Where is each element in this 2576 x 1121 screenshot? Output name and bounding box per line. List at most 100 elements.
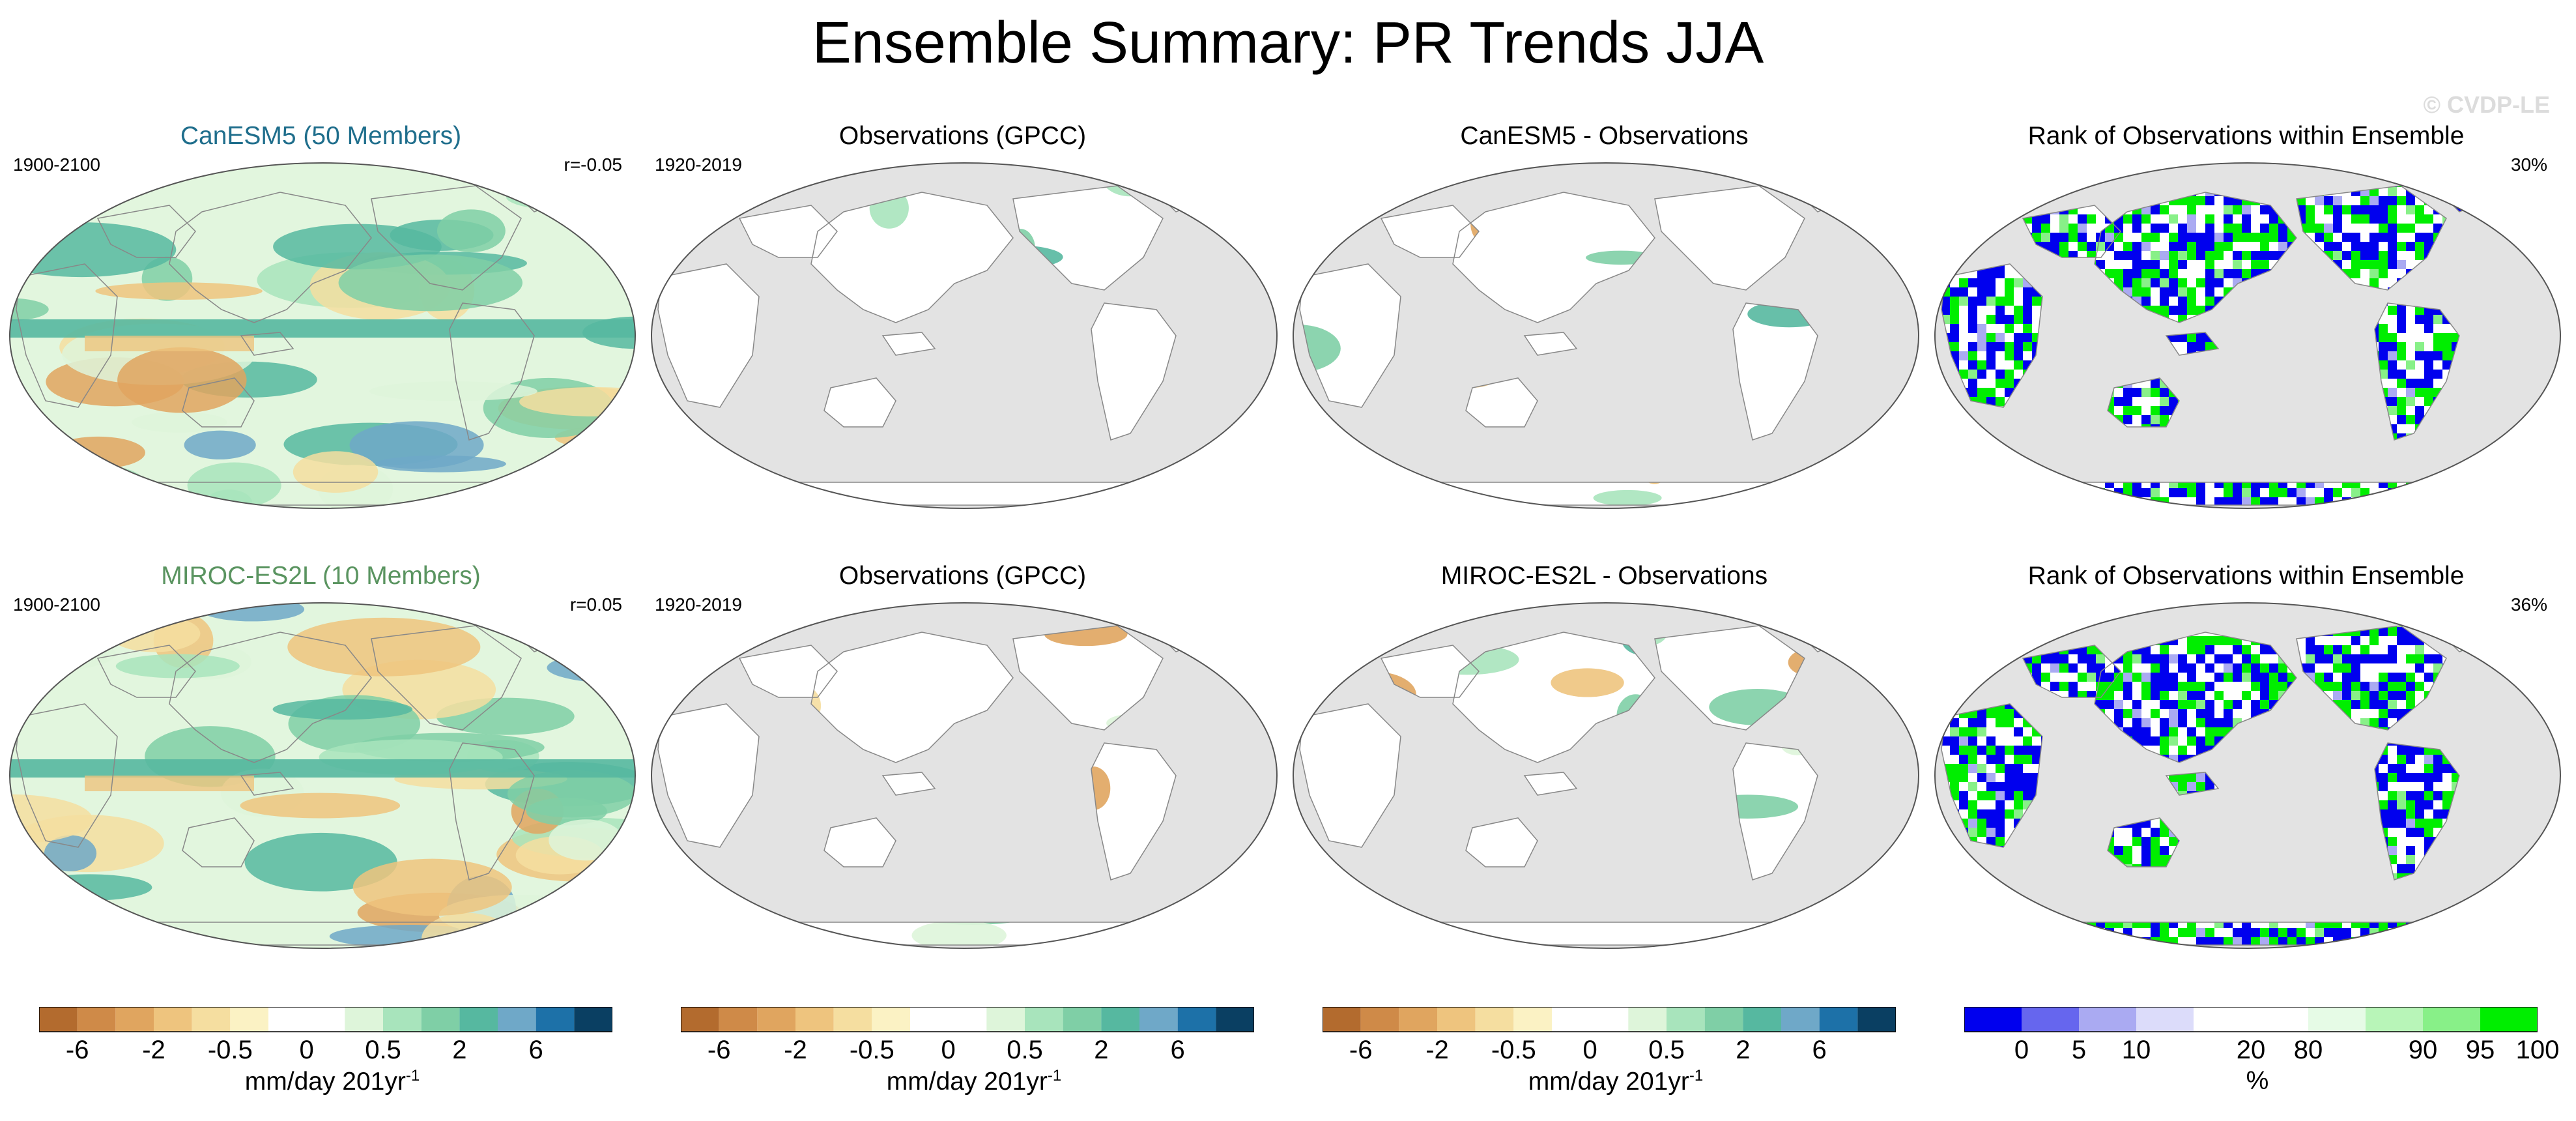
colorbar-tick-label: -2 xyxy=(142,1036,165,1065)
colorbar-swatch xyxy=(1667,1007,1705,1032)
colorbar-swatch xyxy=(2136,1007,2194,1032)
colorbar-swatch xyxy=(1628,1007,1667,1032)
colorbar-swatch xyxy=(1964,1007,2022,1032)
colorbar-tick-label: 0.5 xyxy=(365,1036,401,1065)
map-panel: CanESM5 - Observations xyxy=(1283,121,1925,551)
colorbar-swatch xyxy=(910,1007,949,1032)
colorbar-swatch xyxy=(1513,1007,1552,1032)
map-panel: CanESM5 (50 Members) 1900-2100 r=-0.05 xyxy=(0,121,642,551)
colorbar-tick-label: 0.5 xyxy=(1648,1036,1685,1065)
panel-title: Rank of Observations within Ensemble xyxy=(1925,560,2567,592)
colorbar-swatch xyxy=(574,1007,612,1032)
colorbar-tick-label: 80 xyxy=(2294,1036,2323,1065)
panel-title: Observations (GPCC) xyxy=(642,121,1283,152)
panel-title: CanESM5 (50 Members) xyxy=(0,121,642,152)
map-panel: MIROC-ES2L - Observations xyxy=(1283,560,1925,991)
colorbar-tick-label: 2 xyxy=(452,1036,466,1065)
panel-stat: r=-0.05 xyxy=(564,154,623,175)
globe-map xyxy=(1934,602,2561,949)
panel-title: Rank of Observations within Ensemble xyxy=(1925,121,2567,152)
colorbar-tick-label: 20 xyxy=(2237,1036,2266,1065)
colorbar-swatch xyxy=(2308,1007,2366,1032)
colorbar-tick-label: 6 xyxy=(1171,1036,1185,1065)
panel-period: 1900-2100 xyxy=(13,594,100,615)
colorbar-units: mm/day 201yr-1 xyxy=(681,1067,1267,1096)
colorbar-swatch xyxy=(1177,1007,1216,1032)
colorbar-swatch xyxy=(39,1007,78,1032)
globe-map xyxy=(1293,602,1919,949)
colorbar-tick-label: 6 xyxy=(529,1036,543,1065)
colorbar-units: mm/day 201yr-1 xyxy=(1323,1067,1909,1096)
colorbar-swatch xyxy=(1704,1007,1743,1032)
colorbar-tick-label: -0.5 xyxy=(1491,1036,1536,1065)
colorbar-swatch xyxy=(2022,1007,2079,1032)
colorbar-swatch xyxy=(795,1007,834,1032)
colorbar-swatch xyxy=(154,1007,192,1032)
colorbar: 0 5 10 20 80 90 95 100% xyxy=(1964,1007,2559,1095)
colorbar-swatch xyxy=(1360,1007,1399,1032)
colorbar-swatch xyxy=(1552,1007,1590,1032)
colorbar-tick-label: 90 xyxy=(2409,1036,2438,1065)
colorbar-swatch xyxy=(1781,1007,1820,1032)
panel-title: Observations (GPCC) xyxy=(642,560,1283,592)
colorbar-swatch xyxy=(77,1007,116,1032)
colorbar-swatch xyxy=(2079,1007,2136,1032)
globe-map xyxy=(1934,162,2561,509)
colorbar-swatch xyxy=(948,1007,987,1032)
colorbar-swatch xyxy=(986,1007,1025,1032)
globe-map xyxy=(1293,162,1919,509)
colorbar-swatch xyxy=(1475,1007,1514,1032)
colorbar-swatch xyxy=(383,1007,422,1032)
colorbar-swatch xyxy=(498,1007,536,1032)
panel-stat: 36% xyxy=(2511,594,2547,615)
colorbar-tick-label: 10 xyxy=(2122,1036,2151,1065)
panel-title: MIROC-ES2L (10 Members) xyxy=(0,560,642,592)
colorbar-swatch xyxy=(1819,1007,1858,1032)
panel-stat: 30% xyxy=(2511,154,2547,175)
colorbar-tick-label: -6 xyxy=(708,1036,731,1065)
colorbar-swatch xyxy=(1216,1007,1254,1032)
colorbar-swatch xyxy=(1743,1007,1781,1032)
colorbar-tick-label: 5 xyxy=(2072,1036,2086,1065)
colorbar-swatch xyxy=(872,1007,910,1032)
map-panel: Observations (GPCC) 1920-2019 xyxy=(642,121,1283,551)
watermark: © CVDP-LE xyxy=(2423,91,2550,119)
map-panel: Rank of Observations within Ensemble 30% xyxy=(1925,121,2567,551)
colorbar-swatch xyxy=(306,1007,345,1032)
colorbar-swatch xyxy=(1323,1007,1361,1032)
colorbar: -6 -2 -0.5 0 0.5 2 6 mm/day 201yr-1 xyxy=(681,1007,1267,1096)
panel-period: 1900-2100 xyxy=(13,154,100,175)
colorbar-tick-label: 2 xyxy=(1094,1036,1108,1065)
panel-title: CanESM5 - Observations xyxy=(1283,121,1925,152)
colorbar-swatch xyxy=(681,1007,719,1032)
colorbar-tick-label: 0 xyxy=(1583,1036,1597,1065)
colorbar-swatch xyxy=(268,1007,307,1032)
globe-map xyxy=(9,602,636,949)
colorbar-tick-label: 6 xyxy=(1812,1036,1827,1065)
colorbar-swatch xyxy=(536,1007,575,1032)
colorbar-swatch xyxy=(115,1007,154,1032)
colorbar-tick-label: 95 xyxy=(2466,1036,2495,1065)
colorbar-swatch xyxy=(1857,1007,1896,1032)
colorbar-swatch xyxy=(1025,1007,1063,1032)
colorbar-units: mm/day 201yr-1 xyxy=(39,1067,625,1096)
map-panel: MIROC-ES2L (10 Members) 1900-2100 r=0.05 xyxy=(0,560,642,991)
colorbar-swatch xyxy=(2251,1007,2308,1032)
panel-stat: r=0.05 xyxy=(570,594,622,615)
panel-title: MIROC-ES2L - Observations xyxy=(1283,560,1925,592)
colorbar-swatch xyxy=(421,1007,460,1032)
colorbar-swatch xyxy=(1590,1007,1629,1032)
colorbar-swatch xyxy=(757,1007,795,1032)
colorbar-tick-label: -6 xyxy=(1349,1036,1373,1065)
colorbar-swatch xyxy=(1139,1007,1178,1032)
map-panel: Observations (GPCC) 1920-2019 xyxy=(642,560,1283,991)
colorbar-swatch xyxy=(719,1007,758,1032)
panel-period: 1920-2019 xyxy=(655,154,742,175)
colorbar-tick-label: -0.5 xyxy=(208,1036,253,1065)
colorbar-swatch xyxy=(2366,1007,2423,1032)
colorbar-tick-label: -6 xyxy=(66,1036,89,1065)
colorbar-tick-label: 2 xyxy=(1736,1036,1750,1065)
colorbar-tick-label: -0.5 xyxy=(850,1036,894,1065)
colorbar-swatch xyxy=(345,1007,383,1032)
colorbar-tick-label: 0 xyxy=(941,1036,956,1065)
